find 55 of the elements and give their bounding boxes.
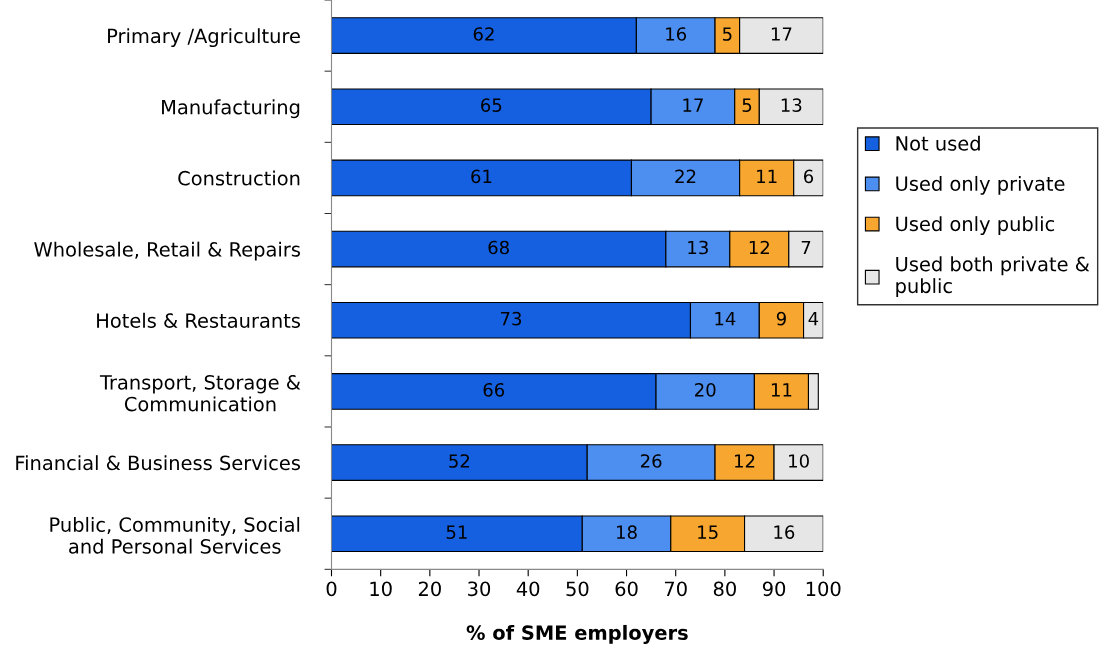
y-tick-label: Financial & Business Services	[16, 455, 300, 471]
data-label: 13	[688, 240, 708, 255]
data-label: 9	[776, 311, 786, 326]
data-label: 68	[488, 240, 509, 255]
data-label: 52	[449, 454, 470, 468]
x-tick-label: 10	[370, 581, 392, 597]
data-label: 5	[722, 27, 732, 41]
data-label: 6	[803, 169, 814, 184]
y-tick-label: Wholesale, Retail & Repairs	[34, 241, 300, 261]
data-label: 73	[500, 311, 522, 326]
data-label: 20	[695, 382, 716, 397]
legend-label: Used both private & public	[896, 256, 1090, 297]
data-label: 15	[698, 525, 718, 539]
data-label: 66	[483, 382, 505, 397]
x-tick-label: 100	[806, 581, 841, 597]
data-label: 12	[749, 240, 769, 255]
x-tick-label: 90	[762, 581, 786, 597]
x-tick-label: 0	[326, 581, 337, 597]
data-label: 51	[446, 525, 467, 539]
data-label: 4	[808, 312, 819, 326]
data-label: 14	[715, 312, 736, 326]
data-label: 62	[473, 27, 494, 41]
data-label: 11	[771, 383, 792, 397]
data-label: 18	[617, 525, 637, 539]
x-tick-label: 20	[418, 581, 441, 597]
data-label: 5	[742, 98, 752, 112]
data-label: 65	[481, 98, 502, 112]
data-label: 17	[771, 27, 792, 41]
legend-label: Not used	[896, 135, 980, 151]
data-label: 61	[471, 169, 492, 184]
x-tick-label: 30	[468, 581, 491, 597]
y-tick-label: Primary /Agriculture	[108, 28, 300, 48]
data-label: 11	[757, 169, 777, 183]
y-tick-label: Manufacturing	[162, 99, 300, 119]
data-label: 17	[683, 98, 703, 112]
data-label: 10	[789, 454, 809, 468]
legend-label: Used only public	[896, 216, 1055, 235]
y-tick-label: Construction	[178, 170, 300, 186]
data-label: 13	[781, 98, 802, 112]
data-label: 7	[801, 240, 811, 255]
data-label: 16	[666, 27, 687, 41]
y-tick-label: Hotels & Restaurants	[97, 312, 300, 328]
x-tick-label: 60	[615, 581, 638, 597]
x-tick-label: 80	[713, 581, 736, 597]
data-label: 22	[675, 169, 696, 183]
y-tick-label: Transport, Storage & Communication	[99, 374, 301, 412]
y-tick-label: Public, Community, Social and Personal Services	[50, 516, 300, 554]
data-label: 16	[774, 525, 795, 539]
legend-label: Used only private	[896, 175, 1065, 195]
data-label: 12	[735, 454, 755, 468]
x-tick-label: 70	[664, 581, 687, 597]
x-axis-title: % of SME employers	[466, 624, 688, 644]
data-label: 26	[640, 454, 662, 468]
x-tick-label: 40	[516, 581, 540, 597]
x-tick-label: 50	[566, 581, 589, 597]
